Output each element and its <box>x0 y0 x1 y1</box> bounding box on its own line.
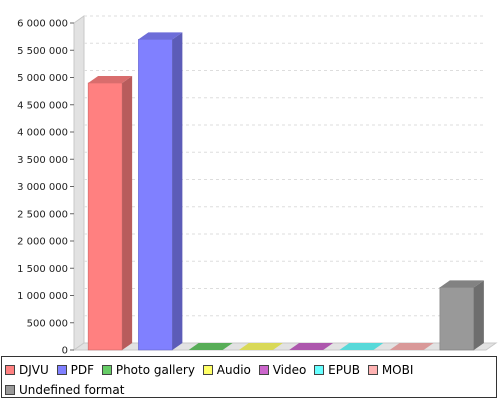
y-tick-label: 3 000 000 <box>17 182 68 193</box>
y-tick-label: 4 500 000 <box>17 100 68 111</box>
bar-side <box>473 280 484 350</box>
legend-swatch-djvu <box>5 365 15 375</box>
y-tick-label: 4 000 000 <box>17 128 68 139</box>
legend-item-epub: EPUB <box>314 360 360 380</box>
y-tick-label: 0 <box>62 346 68 357</box>
legend-label-audio: Audio <box>216 363 251 377</box>
chart-floor <box>72 342 498 351</box>
y-tick-label: 2 000 000 <box>17 237 68 248</box>
legend-label-photo-gallery: Photo gallery <box>115 363 195 377</box>
y-tick-label: 500 000 <box>27 318 68 329</box>
bar-chart: 0 500 000 1 000 000 1 500 000 2 000 000 2 500… <box>17 15 498 357</box>
y-tick-label: 2 500 000 <box>17 209 68 220</box>
legend-item-pdf: PDF <box>56 360 94 380</box>
legend-item-video: Video <box>258 360 307 380</box>
legend-label-mobi: MOBI <box>381 363 414 377</box>
bar-side <box>172 32 183 350</box>
bar-top <box>138 32 183 40</box>
legend-swatch-mobi <box>367 365 378 375</box>
bar-front <box>439 287 475 351</box>
chart-left-wall <box>73 15 85 351</box>
bar-front <box>138 39 173 351</box>
legend-item-undefined-format: Undefined format <box>5 380 124 400</box>
legend-swatch-audio <box>202 365 213 375</box>
legend-swatch-undefined-format <box>5 385 15 395</box>
bar-top <box>289 343 334 350</box>
legend-label-video: Video <box>272 363 307 377</box>
legend-swatch-epub <box>314 365 325 375</box>
legend-item-audio: Audio <box>202 360 251 380</box>
y-tick-label: 6 000 000 <box>17 19 68 30</box>
legend: DJVU PDF Photo gallery Audio Video EPUB … <box>1 356 497 398</box>
bar-front <box>87 82 123 351</box>
legend-item-djvu: DJVU <box>5 360 49 380</box>
bar-side <box>122 75 133 350</box>
legend-label-djvu: DJVU <box>19 363 49 377</box>
y-tick-label: 5 000 000 <box>17 73 68 84</box>
legend-swatch-photo-gallery <box>101 365 112 375</box>
bar-top <box>339 343 384 350</box>
bar-top <box>238 343 283 350</box>
y-tick-label: 1 500 000 <box>17 264 68 275</box>
bar-top <box>88 75 133 83</box>
legend-swatch-video <box>258 365 269 375</box>
legend-item-mobi: MOBI <box>367 360 414 380</box>
y-tick-label: 3 500 000 <box>17 155 68 166</box>
legend-label-undefined-format: Undefined format <box>19 383 125 397</box>
bar-top <box>389 343 434 350</box>
legend-label-epub: EPUB <box>328 363 360 377</box>
y-tick-label: 5 500 000 <box>17 46 68 57</box>
legend-item-photo-gallery: Photo gallery <box>101 360 195 380</box>
legend-label-pdf: PDF <box>70 363 94 377</box>
y-tick-label: 1 000 000 <box>17 291 68 302</box>
legend-swatch-pdf <box>56 365 67 375</box>
bar-top <box>439 280 484 288</box>
bar-top <box>188 343 233 350</box>
